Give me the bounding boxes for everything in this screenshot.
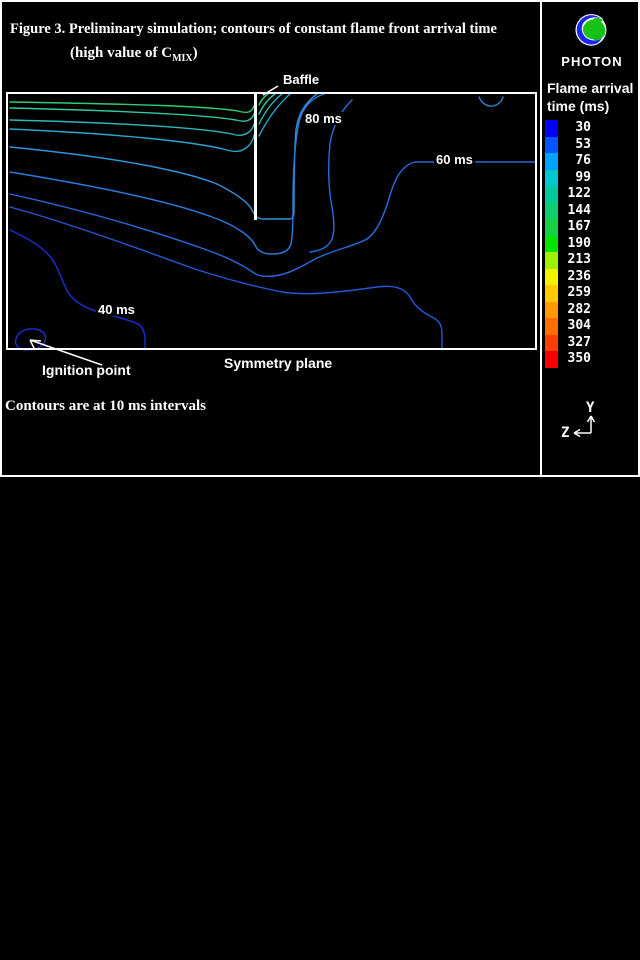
colorbar-value: 167 xyxy=(567,219,591,234)
subtitle-subscript: MIX xyxy=(172,53,193,64)
figure-title: Figure 3. Preliminary simulation; contou… xyxy=(10,21,497,37)
figure-subtitle: (high value of CMIX) xyxy=(70,45,198,64)
symmetry-plane-label: Symmetry plane xyxy=(224,355,333,371)
contour-lines xyxy=(9,93,537,351)
contour-line xyxy=(258,93,291,137)
contour-label-60ms: 60 ms xyxy=(434,152,475,167)
contour-line xyxy=(258,93,276,115)
colorbar-value: 122 xyxy=(567,186,591,201)
colorbar-value: 53 xyxy=(575,136,591,152)
contour-line xyxy=(9,128,255,153)
ignition-arrow xyxy=(29,339,103,366)
contour-line xyxy=(9,119,255,136)
colorbar-value: 144 xyxy=(567,202,591,218)
colorbar-swatch xyxy=(545,219,558,236)
colorbar-row: 236 xyxy=(545,268,591,285)
colorbar-row: 76 xyxy=(545,153,591,170)
colorbar-value: 76 xyxy=(575,153,591,168)
contour-plot xyxy=(6,85,596,438)
colorbar-value: 30 xyxy=(575,120,591,135)
contour-50-ms xyxy=(9,206,443,351)
axis-triad xyxy=(573,415,596,438)
colorbar-row: 122 xyxy=(545,186,591,203)
colorbar-swatch xyxy=(545,334,558,351)
colorbar-swatch xyxy=(545,268,558,285)
contour-90-ms xyxy=(9,93,318,220)
plot-frame xyxy=(6,92,537,350)
contour-70-ms xyxy=(309,99,353,253)
colorbar-swatch xyxy=(545,153,558,170)
contour-interval-note: Contours are at 10 ms intervals xyxy=(5,398,206,414)
colorbar-value: 282 xyxy=(567,301,591,317)
colorbar-row: 167 xyxy=(545,219,591,236)
colorbar-row: 304 xyxy=(545,318,591,335)
baffle-pointer-line xyxy=(262,85,279,96)
contour-line xyxy=(478,96,504,107)
colorbar-row: 327 xyxy=(545,334,591,351)
colorbar-row: 99 xyxy=(545,169,591,186)
axis-y-label: Y xyxy=(586,400,595,416)
contour-40-ms xyxy=(9,229,146,351)
legend-title-line1: Flame arrival xyxy=(547,80,634,96)
colorbar-swatch xyxy=(545,186,558,203)
colorbar-value: 99 xyxy=(575,169,591,185)
colorbar-value: 350 xyxy=(567,351,591,366)
panel-divider xyxy=(540,2,542,475)
colorbar-row: 213 xyxy=(545,252,591,269)
colorbar-swatch xyxy=(545,202,558,219)
contour-line xyxy=(9,101,255,114)
contour-line xyxy=(258,93,269,106)
photon-logo-text: PHOTON xyxy=(561,54,623,69)
colorbar-swatch xyxy=(545,235,558,252)
colorbar-swatch xyxy=(545,351,558,368)
baffle-label: Baffle xyxy=(283,72,320,87)
colorbar-value: 213 xyxy=(567,252,591,267)
colorbar-value: 304 xyxy=(567,318,591,333)
contour-label-80ms: 80 ms xyxy=(303,111,344,126)
subtitle-suffix: ) xyxy=(192,45,198,61)
contour-label-40ms: 40 ms xyxy=(96,302,137,317)
colorbar-swatch xyxy=(545,318,558,335)
axis-z-label: Z xyxy=(561,425,570,441)
photon-logo-icon xyxy=(575,14,607,46)
colorbar-row: 350 xyxy=(545,351,591,368)
colorbar-row: 282 xyxy=(545,301,591,318)
colorbar-row: 53 xyxy=(545,136,591,153)
legend-title-line2: time (ms) xyxy=(547,98,610,114)
colorbar-row: 259 xyxy=(545,285,591,302)
contour-line xyxy=(9,107,255,122)
contour-60-ms xyxy=(9,161,537,278)
colorbar: 30 53 76 99 122 144 167 190 213 236 259 282 304 327 35… xyxy=(545,120,591,368)
contour-line xyxy=(258,93,283,125)
graphics-canvas: Figure 3. Preliminary simulation; contou… xyxy=(0,0,640,477)
colorbar-swatch xyxy=(545,285,558,302)
colorbar-row: 30 xyxy=(545,120,591,137)
colorbar-row: 144 xyxy=(545,202,591,219)
colorbar-value: 259 xyxy=(567,285,591,300)
contour-80-ms xyxy=(9,93,325,255)
colorbar-swatch xyxy=(545,136,558,153)
colorbar-swatch xyxy=(545,301,558,318)
colorbar-row: 190 xyxy=(545,235,591,252)
colorbar-swatch xyxy=(545,169,558,186)
colorbar-value: 327 xyxy=(567,334,591,350)
colorbar-value: 236 xyxy=(567,268,591,284)
colorbar-swatch xyxy=(545,120,558,137)
colorbar-swatch xyxy=(545,252,558,269)
colorbar-value: 190 xyxy=(567,235,591,251)
subtitle-prefix: (high value of C xyxy=(70,45,173,61)
ignition-point-label: Ignition point xyxy=(42,362,131,378)
